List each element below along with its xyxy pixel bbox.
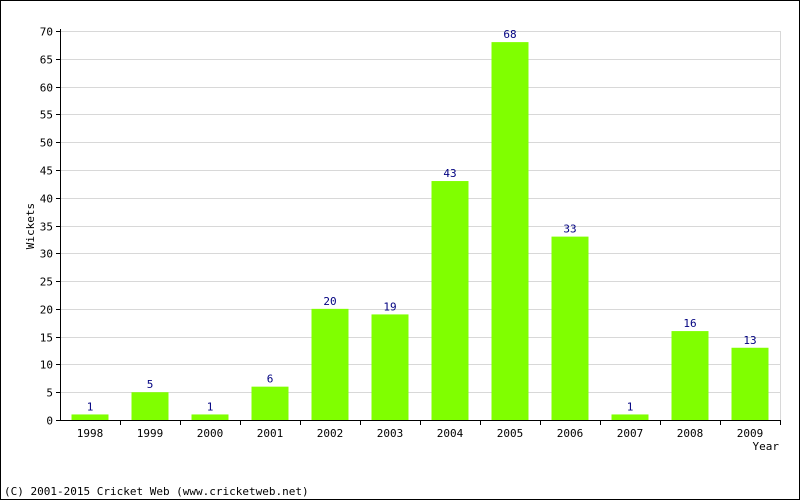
- value-label-2003: 19: [383, 300, 396, 313]
- bar-2001: [251, 386, 289, 420]
- y-tick-label-35: 35: [40, 221, 53, 234]
- x-axis-title: Year: [753, 440, 780, 453]
- x-tick-label-2006: 2006: [557, 427, 584, 440]
- x-tick-label-1999: 1999: [137, 427, 164, 440]
- value-label-2002: 20: [323, 295, 336, 308]
- y-tick-label-45: 45: [40, 165, 53, 178]
- value-label-2007: 1: [627, 400, 634, 413]
- x-tick-label-2008: 2008: [677, 427, 704, 440]
- labels: 0 5 10 15 20 25 30 35 40 45 50 55 60 65 70 1 1998 5 1999 1 2…: [40, 26, 764, 441]
- y-tick-label-15: 15: [40, 332, 53, 345]
- y-tick-label-5: 5: [46, 387, 53, 400]
- y-tick-label-25: 25: [40, 276, 53, 289]
- y-tick-label-0: 0: [46, 415, 53, 428]
- value-label-1999: 5: [147, 378, 154, 391]
- bar-2007: [611, 414, 649, 420]
- bar-1998: [71, 414, 109, 420]
- x-tick-label-2003: 2003: [377, 427, 404, 440]
- x-tick-label-2004: 2004: [437, 427, 464, 440]
- y-tick-label-70: 70: [40, 26, 53, 39]
- value-label-2006: 33: [563, 223, 576, 236]
- x-tick-label-2001: 2001: [257, 427, 284, 440]
- bar-2000: [191, 414, 229, 420]
- y-tick-label-30: 30: [40, 248, 53, 261]
- y-tick-label-50: 50: [40, 137, 53, 150]
- bar-2009: [731, 347, 769, 420]
- axes: [56, 29, 781, 425]
- bar-2003: [371, 314, 409, 420]
- bar-2006: [551, 236, 589, 420]
- value-label-2000: 1: [207, 400, 214, 413]
- x-tick-label-1998: 1998: [77, 427, 104, 440]
- y-tick-label-65: 65: [40, 54, 53, 67]
- value-label-2004: 43: [443, 167, 456, 180]
- y-tick-label-10: 10: [40, 359, 53, 372]
- y-tick-label-40: 40: [40, 193, 53, 206]
- y-tick-label-60: 60: [40, 82, 53, 95]
- x-tick-label-2005: 2005: [497, 427, 524, 440]
- bar-2005: [491, 42, 529, 420]
- bar-2004: [431, 181, 469, 420]
- value-label-2008: 16: [683, 317, 696, 330]
- bar-2002: [311, 308, 349, 420]
- y-axis-title: Wickets: [24, 203, 37, 249]
- copyright-text: (C) 2001-2015 Cricket Web (www.cricketwe…: [4, 485, 309, 498]
- x-tick-label-2002: 2002: [317, 427, 344, 440]
- bar-2008: [671, 331, 709, 420]
- bar-1999: [131, 392, 169, 420]
- x-tick-label-2007: 2007: [617, 427, 644, 440]
- x-tick-label-2009: 2009: [737, 427, 764, 440]
- bars: [71, 42, 769, 420]
- y-tick-label-55: 55: [40, 109, 53, 122]
- value-label-2001: 6: [267, 373, 274, 386]
- grid-lines: [60, 31, 781, 420]
- y-tick-label-20: 20: [40, 304, 53, 317]
- value-label-1998: 1: [87, 400, 94, 413]
- x-tick-label-2000: 2000: [197, 427, 224, 440]
- value-label-2005: 68: [503, 28, 516, 41]
- value-label-2009: 13: [743, 334, 756, 347]
